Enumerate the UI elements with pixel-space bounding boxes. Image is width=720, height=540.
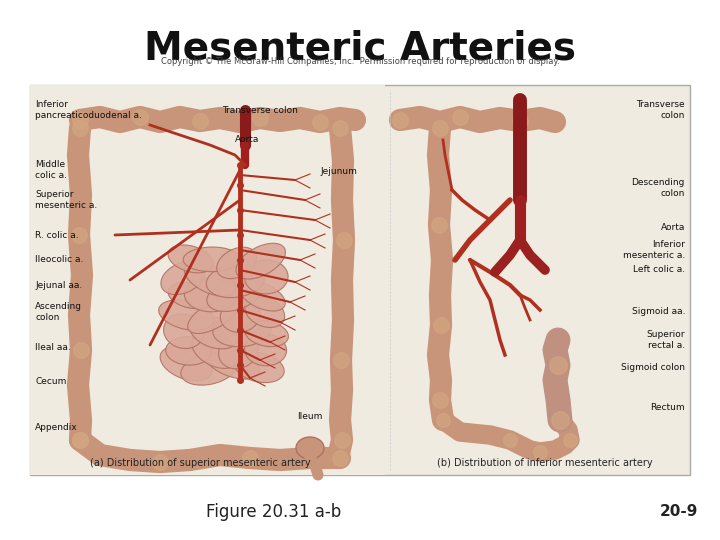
Text: Appendix: Appendix [35, 423, 78, 433]
Ellipse shape [236, 243, 285, 279]
Ellipse shape [192, 333, 239, 368]
Text: Inferior
mesenteric a.: Inferior mesenteric a. [623, 240, 685, 260]
Ellipse shape [245, 297, 284, 327]
FancyBboxPatch shape [30, 85, 690, 475]
Text: Left colic a.: Left colic a. [633, 266, 685, 274]
Text: Superior
rectal a.: Superior rectal a. [647, 330, 685, 350]
Ellipse shape [245, 334, 287, 366]
Text: (b) Distribution of inferior mesenteric artery: (b) Distribution of inferior mesenteric … [437, 458, 653, 468]
Ellipse shape [220, 299, 260, 332]
Ellipse shape [206, 348, 260, 379]
Ellipse shape [217, 247, 256, 279]
Ellipse shape [158, 300, 214, 330]
Text: Superior
mesenteric a.: Superior mesenteric a. [35, 190, 97, 210]
Text: R. colic a.: R. colic a. [35, 231, 78, 240]
Ellipse shape [245, 321, 289, 347]
Ellipse shape [166, 337, 212, 365]
Text: Ascending
colon: Ascending colon [35, 302, 82, 322]
Text: Mesenteric Arteries: Mesenteric Arteries [144, 30, 576, 68]
Text: Transverse
colon: Transverse colon [636, 100, 685, 120]
Ellipse shape [213, 313, 271, 347]
Ellipse shape [168, 245, 213, 273]
Text: (a) Distribution of superior mesenteric artery: (a) Distribution of superior mesenteric … [90, 458, 310, 468]
Text: Sigmoid aa.: Sigmoid aa. [631, 307, 685, 316]
Ellipse shape [240, 281, 285, 311]
Ellipse shape [207, 264, 264, 298]
Ellipse shape [296, 437, 324, 459]
Text: Aorta: Aorta [661, 224, 685, 233]
Text: Figure 20.31 a-b: Figure 20.31 a-b [206, 503, 341, 521]
Text: 20-9: 20-9 [660, 504, 698, 519]
Text: Copyright © The McGraw-Hill Companies, Inc.  Permission required for reproductio: Copyright © The McGraw-Hill Companies, I… [161, 57, 559, 66]
Ellipse shape [219, 333, 258, 369]
Ellipse shape [184, 262, 235, 296]
Ellipse shape [161, 261, 204, 294]
Ellipse shape [188, 298, 238, 334]
Text: Cecum: Cecum [35, 377, 66, 387]
Ellipse shape [244, 260, 288, 294]
Text: Transverse colon: Transverse colon [222, 106, 298, 115]
Text: Jejunal aa.: Jejunal aa. [35, 280, 82, 289]
Text: Sigmoid colon: Sigmoid colon [621, 363, 685, 373]
Ellipse shape [163, 314, 204, 348]
Ellipse shape [183, 247, 240, 272]
Ellipse shape [181, 353, 238, 385]
Text: Middle
colic a.: Middle colic a. [35, 160, 67, 180]
Text: Ileum: Ileum [297, 412, 323, 421]
Ellipse shape [168, 282, 214, 309]
Ellipse shape [184, 278, 237, 312]
Ellipse shape [190, 316, 238, 349]
Ellipse shape [235, 352, 284, 383]
Ellipse shape [207, 279, 261, 312]
Text: Aorta: Aorta [235, 136, 259, 145]
Text: Ileocolic a.: Ileocolic a. [35, 255, 84, 265]
Ellipse shape [160, 346, 212, 381]
Text: Ileal aa.: Ileal aa. [35, 342, 71, 352]
Text: Descending
colon: Descending colon [631, 178, 685, 198]
Bar [30, 85, 385, 475]
Text: Inferior
pancreaticoduodenal a.: Inferior pancreaticoduodenal a. [35, 100, 142, 120]
Text: Jejunum: Jejunum [320, 167, 357, 177]
Text: Rectum: Rectum [650, 402, 685, 411]
